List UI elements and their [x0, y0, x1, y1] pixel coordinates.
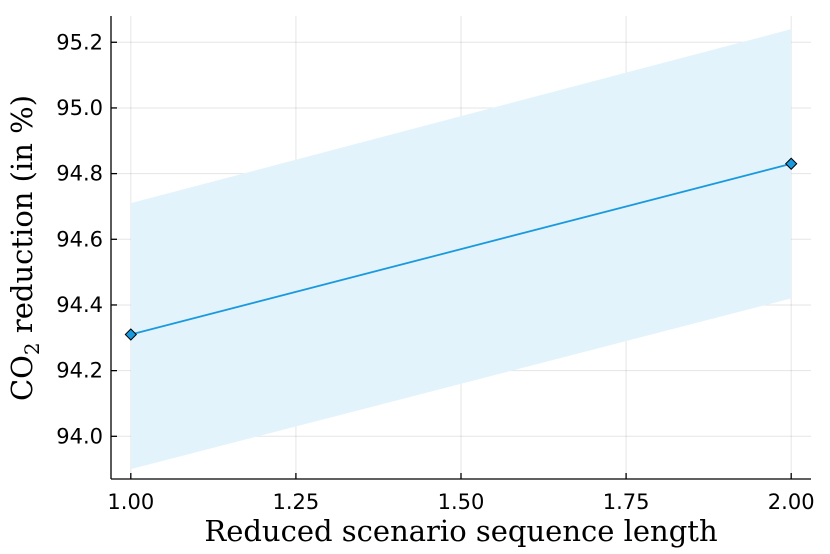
y-axis-label-prefix: CO	[5, 355, 39, 401]
y-tick-label: 95.2	[56, 30, 103, 54]
x-tick-label: 1.25	[273, 490, 320, 514]
series-line-layer	[130, 162, 792, 336]
y-tick-label: 94.0	[56, 424, 103, 448]
y-tick-label: 94.6	[56, 227, 103, 251]
y-axis-label-suffix: reduction (in %)	[5, 95, 39, 342]
x-tick-labels: 1.00 1.25 1.50 1.75 2.00	[107, 473, 815, 514]
series-line	[130, 162, 792, 336]
y-tick-label: 94.2	[56, 359, 103, 383]
x-tick-label: 1.50	[438, 490, 485, 514]
y-tick-labels: 94.0 94.2 94.4 94.6 94.8 95.0 95.2	[56, 30, 117, 448]
data-point-marker	[784, 157, 798, 170]
x-tick-label: 1.75	[603, 490, 650, 514]
y-axis-label: CO2 reduction (in %)	[5, 95, 44, 401]
y-axis-label-subscript: 2	[20, 342, 44, 355]
data-point-marker	[124, 328, 138, 341]
y-tick-label: 95.0	[56, 96, 103, 120]
y-tick-label: 94.4	[56, 293, 103, 317]
x-axis-label: Reduced scenario sequence length	[204, 514, 717, 548]
x-tick-label: 1.00	[107, 490, 154, 514]
data-point-layer	[124, 157, 798, 341]
y-tick-label: 94.8	[56, 162, 103, 186]
x-tick-label: 2.00	[768, 490, 815, 514]
